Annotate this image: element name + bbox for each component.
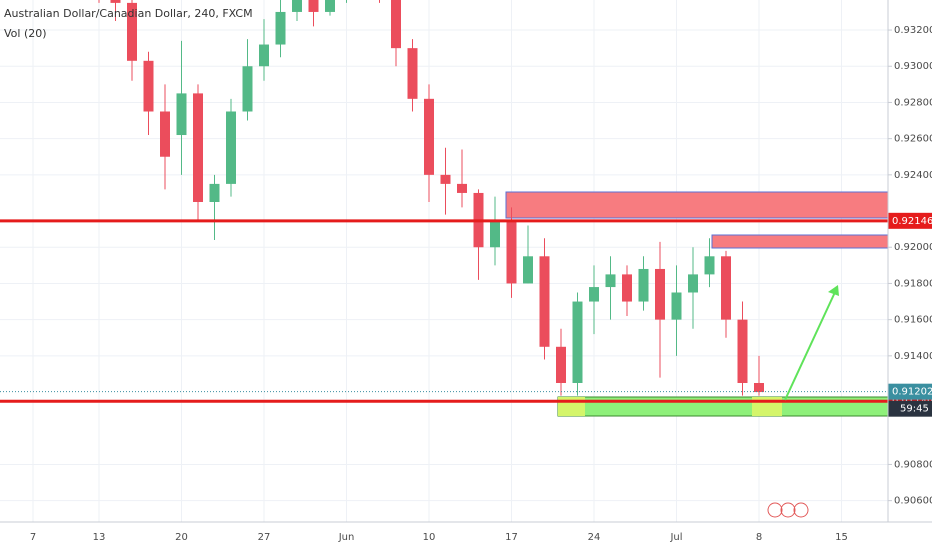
candle-body xyxy=(176,93,187,136)
candle-body xyxy=(556,346,566,383)
price-label-box xyxy=(888,212,932,229)
x-tick-label: 27 xyxy=(258,532,271,543)
candle-body xyxy=(127,2,137,61)
supply-zone xyxy=(711,234,889,249)
candle-body xyxy=(209,183,220,202)
candle-body xyxy=(622,274,632,302)
arrow-head xyxy=(828,285,839,296)
candle-body xyxy=(721,256,731,320)
candle-body xyxy=(440,174,451,184)
candle-body xyxy=(457,183,467,193)
countdown: 59:45 xyxy=(900,404,929,415)
countdown-box xyxy=(888,400,932,417)
candle-body xyxy=(325,0,335,12)
indicator-icons xyxy=(767,502,809,518)
candle-body xyxy=(275,11,286,45)
candle-body xyxy=(259,44,269,67)
candle-body xyxy=(110,0,121,3)
candle-body xyxy=(242,66,253,112)
axes: 0.93200 0.93000 0.92800 0.92600 0.92400 0.920… xyxy=(30,25,932,543)
candle-body xyxy=(605,274,616,288)
candle-body xyxy=(226,111,236,184)
grid xyxy=(0,0,888,522)
candle-body xyxy=(754,382,764,393)
candle-body xyxy=(292,0,302,12)
candle-body xyxy=(308,0,319,12)
y-tick-label: 0.92800 xyxy=(894,97,932,108)
candle-body xyxy=(193,93,203,202)
indicator-label: Vol (20) xyxy=(4,27,47,40)
candle-body xyxy=(589,287,599,302)
candle-body xyxy=(539,256,550,347)
x-tick-label: Jul xyxy=(669,532,682,543)
icon xyxy=(767,502,783,518)
candle-body xyxy=(688,274,698,293)
y-tick-label: 0.90800 xyxy=(894,459,932,470)
x-tick-label: 17 xyxy=(505,532,518,543)
icon xyxy=(780,502,796,518)
forecast-arrow xyxy=(784,285,839,401)
x-tick-label: 24 xyxy=(588,532,601,543)
candle-body xyxy=(424,98,434,175)
candle-body xyxy=(655,268,665,320)
y-tick-label: 0.92000 xyxy=(894,242,932,253)
candle-body xyxy=(638,268,649,302)
icon xyxy=(793,502,809,518)
candle-body xyxy=(506,220,517,284)
price-label-box xyxy=(888,383,932,400)
y-tick-label: 0.92600 xyxy=(894,134,932,145)
arrow-shaft xyxy=(784,289,837,401)
supply-zone xyxy=(505,191,889,219)
x-tick-label: 8 xyxy=(756,532,762,543)
x-tick-label: 10 xyxy=(423,532,436,543)
x-tick-label: Jun xyxy=(338,532,355,543)
price-label: 0.92146 xyxy=(892,216,932,227)
x-tick-label: 7 xyxy=(30,532,36,543)
candle-body xyxy=(704,256,715,275)
chart-title: Australian Dollar/Canadian Dollar, 240, … xyxy=(4,7,253,20)
y-tick-label: 0.91400 xyxy=(894,351,932,362)
candle-body xyxy=(160,111,170,157)
candle-body xyxy=(523,256,533,284)
y-tick-label: 0.93200 xyxy=(894,25,932,36)
candle-body xyxy=(737,319,748,383)
candle-body xyxy=(572,301,583,383)
candle-body xyxy=(671,292,682,320)
candle-body xyxy=(490,220,500,248)
y-tick-label: 0.91800 xyxy=(894,278,932,289)
price-label: 0.91202 xyxy=(892,387,932,398)
x-tick-label: 20 xyxy=(175,532,188,543)
y-tick-label: 0.93000 xyxy=(894,61,932,72)
candle-body xyxy=(407,48,418,99)
candle-body xyxy=(143,60,154,112)
x-tick-label: 15 xyxy=(835,532,848,543)
x-tick-label: 13 xyxy=(93,532,106,543)
y-tick-label: 0.92400 xyxy=(894,170,932,181)
y-tick-label: 0.90600 xyxy=(894,496,932,507)
y-tick-label: 0.91600 xyxy=(894,315,932,326)
candle-body xyxy=(391,0,401,49)
